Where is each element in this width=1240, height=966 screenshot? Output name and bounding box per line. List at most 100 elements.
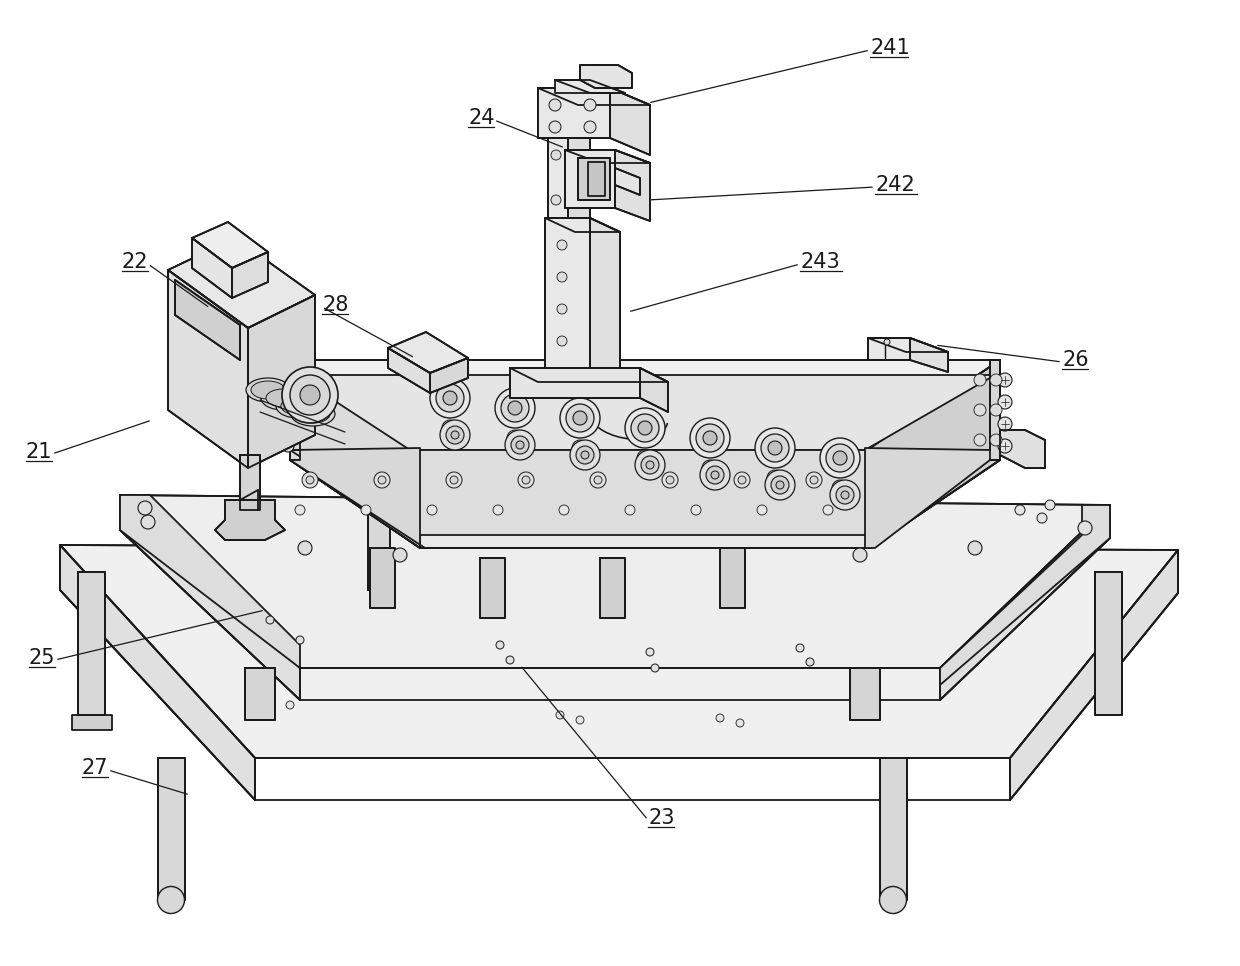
Circle shape (990, 404, 1002, 416)
Polygon shape (295, 375, 994, 450)
Circle shape (755, 428, 795, 468)
Circle shape (506, 656, 515, 664)
Polygon shape (588, 162, 605, 196)
Circle shape (557, 272, 567, 282)
Circle shape (551, 150, 560, 160)
Polygon shape (546, 218, 590, 370)
Text: 241: 241 (870, 38, 910, 58)
Circle shape (361, 505, 371, 515)
Circle shape (559, 505, 569, 515)
Circle shape (715, 714, 724, 722)
Circle shape (836, 486, 854, 504)
Circle shape (639, 421, 652, 435)
Circle shape (298, 541, 312, 555)
Circle shape (430, 378, 470, 418)
Circle shape (300, 385, 320, 405)
Circle shape (281, 440, 294, 452)
Circle shape (637, 450, 653, 466)
Polygon shape (868, 338, 910, 360)
Circle shape (551, 195, 560, 205)
Polygon shape (910, 338, 949, 372)
Text: 24: 24 (467, 108, 495, 128)
Circle shape (1037, 513, 1047, 523)
Circle shape (577, 716, 584, 724)
Polygon shape (565, 150, 650, 163)
Circle shape (696, 424, 724, 452)
Circle shape (511, 436, 529, 454)
Circle shape (662, 472, 678, 488)
Circle shape (584, 121, 596, 133)
Circle shape (508, 401, 522, 415)
Circle shape (507, 430, 523, 446)
Polygon shape (120, 495, 300, 700)
Ellipse shape (246, 378, 290, 402)
Circle shape (572, 440, 588, 456)
Circle shape (990, 434, 1002, 446)
Circle shape (505, 430, 534, 460)
Circle shape (702, 460, 718, 476)
Polygon shape (548, 120, 568, 375)
Circle shape (255, 696, 264, 704)
Circle shape (810, 476, 818, 484)
Circle shape (577, 446, 594, 464)
Polygon shape (999, 430, 1045, 468)
Circle shape (446, 472, 463, 488)
Polygon shape (510, 368, 640, 398)
Circle shape (281, 374, 294, 386)
Polygon shape (610, 88, 650, 155)
Circle shape (443, 391, 458, 405)
Circle shape (281, 396, 294, 408)
Circle shape (879, 887, 906, 914)
Polygon shape (538, 88, 610, 138)
Polygon shape (640, 368, 668, 412)
Circle shape (295, 505, 305, 515)
Polygon shape (940, 505, 1110, 700)
Circle shape (768, 470, 782, 486)
Ellipse shape (291, 402, 335, 426)
Polygon shape (192, 238, 232, 298)
Circle shape (306, 476, 314, 484)
Polygon shape (232, 252, 268, 298)
Polygon shape (480, 558, 505, 618)
Polygon shape (600, 558, 625, 618)
Circle shape (549, 99, 560, 111)
Circle shape (646, 461, 653, 469)
Circle shape (556, 711, 564, 719)
Circle shape (522, 476, 529, 484)
Circle shape (768, 441, 782, 455)
Circle shape (666, 476, 675, 484)
Circle shape (998, 439, 1012, 453)
Circle shape (701, 460, 730, 490)
Circle shape (998, 417, 1012, 431)
Polygon shape (866, 360, 999, 548)
Circle shape (651, 664, 658, 672)
Polygon shape (60, 545, 255, 800)
Polygon shape (215, 500, 285, 540)
Circle shape (832, 480, 848, 496)
Circle shape (737, 719, 744, 727)
Circle shape (427, 505, 436, 515)
Circle shape (557, 240, 567, 250)
Polygon shape (849, 668, 880, 720)
Circle shape (706, 466, 724, 484)
Polygon shape (290, 450, 999, 535)
Polygon shape (510, 368, 668, 382)
Polygon shape (370, 548, 396, 608)
Circle shape (1045, 500, 1055, 510)
Circle shape (501, 394, 529, 422)
Polygon shape (167, 270, 248, 468)
Polygon shape (590, 218, 620, 385)
Circle shape (796, 644, 804, 652)
Polygon shape (1095, 572, 1122, 715)
Circle shape (450, 476, 458, 484)
Circle shape (973, 374, 986, 386)
Text: 23: 23 (649, 808, 675, 828)
Polygon shape (175, 280, 241, 360)
Circle shape (734, 472, 750, 488)
Polygon shape (615, 168, 640, 195)
Text: 242: 242 (875, 175, 915, 195)
Polygon shape (290, 360, 999, 448)
Circle shape (691, 505, 701, 515)
Circle shape (990, 374, 1002, 386)
Circle shape (771, 476, 789, 494)
